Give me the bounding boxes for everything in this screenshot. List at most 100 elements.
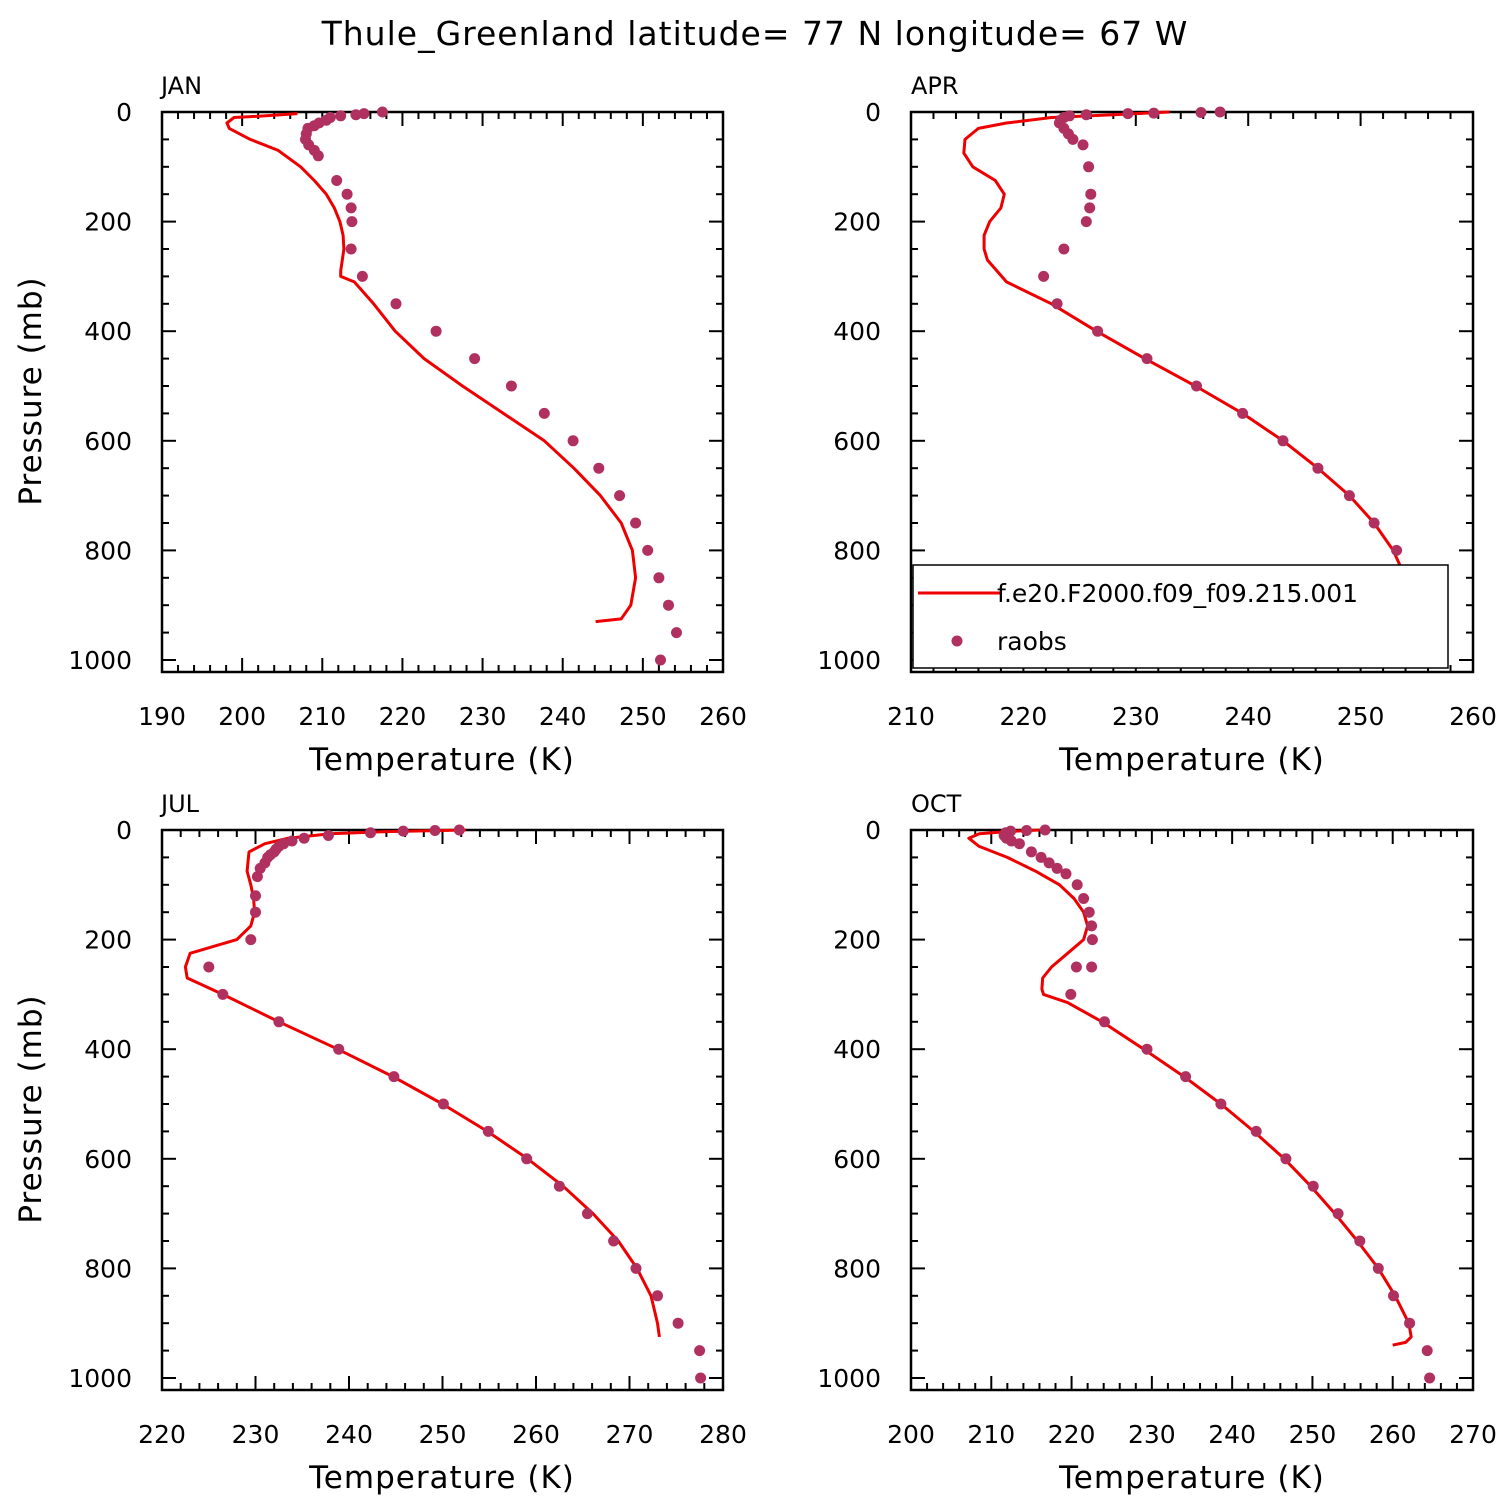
obs-point-oct — [1083, 906, 1095, 918]
obs-point-oct — [1086, 961, 1098, 973]
obs-point-jul — [333, 1043, 345, 1055]
x-tick-label-jan: 240 — [539, 702, 587, 731]
obs-point-jul — [298, 832, 310, 844]
obs-point-jul — [694, 1345, 706, 1357]
obs-point-jul — [365, 827, 376, 839]
obs-point-apr — [1148, 107, 1160, 119]
obs-point-jul — [453, 824, 465, 836]
obs-point-jan — [655, 654, 666, 666]
obs-point-jan — [538, 407, 550, 419]
panel-label-jan: JAN — [159, 72, 202, 100]
obs-point-jan — [593, 462, 605, 474]
x-tick-label-jan: 250 — [619, 702, 667, 731]
y-tick-label-jul: 800 — [84, 1254, 132, 1283]
plot-frame-jan — [160, 110, 725, 674]
x-tick-label-apr: 230 — [1112, 702, 1160, 731]
obs-point-jul — [553, 1180, 565, 1192]
obs-point-oct — [1013, 838, 1025, 850]
obs-point-oct — [1141, 1043, 1153, 1055]
obs-point-jan — [358, 108, 370, 120]
obs-point-jan — [469, 353, 481, 365]
x-tick-label-apr: 210 — [887, 702, 935, 731]
x-tick-label-apr: 250 — [1337, 702, 1385, 731]
obs-point-jul — [217, 988, 229, 1000]
model-line-oct — [967, 828, 1413, 1347]
y-tick-label-oct: 1000 — [817, 1364, 881, 1393]
obs-point-oct — [1051, 862, 1063, 874]
y-tick-label-oct: 400 — [833, 1035, 881, 1064]
legend: f.e20.F2000.f09_f09.215.001 raobs — [912, 564, 1449, 669]
obs-point-jan — [341, 188, 353, 200]
obs-point-apr — [1277, 435, 1289, 447]
x-tick-label-oct: 270 — [1449, 1420, 1497, 1449]
obs-point-apr — [1083, 161, 1095, 173]
obs-point-jan — [356, 270, 368, 282]
obs-point-jul — [608, 1235, 620, 1247]
y-tick-label-oct: 800 — [833, 1254, 881, 1283]
panel-label-jul: JUL — [159, 790, 200, 818]
obs-point-jan — [505, 380, 517, 392]
obs-point-jul — [521, 1153, 533, 1165]
y-tick-label-jul: 200 — [84, 926, 132, 955]
x-tick-label-jul: 260 — [512, 1420, 560, 1449]
x-tick-label-jan: 260 — [699, 702, 747, 731]
x-tick-label-apr: 220 — [1000, 702, 1048, 731]
obs-point-jul — [437, 1098, 449, 1110]
obs-point-jan — [390, 298, 402, 310]
x-axis-title-jul: Temperature (K) — [308, 1460, 575, 1496]
x-tick-label-oct: 240 — [1208, 1420, 1256, 1449]
obs-point-jul — [273, 1016, 285, 1028]
y-tick-label-jan: 1000 — [68, 646, 132, 675]
obs-point-jul — [286, 835, 298, 847]
obs-point-apr — [1077, 139, 1089, 151]
obs-point-jul — [581, 1208, 593, 1220]
obs-point-jan — [350, 109, 362, 121]
obs-point-oct — [1078, 893, 1090, 904]
x-tick-label-jan: 230 — [459, 702, 507, 731]
obs-point-jan — [567, 435, 579, 447]
obs-point-oct — [1180, 1071, 1192, 1083]
obs-point-apr — [1080, 109, 1092, 121]
x-tick-label-jul: 220 — [138, 1420, 186, 1449]
x-tick-label-jan: 190 — [138, 702, 186, 731]
obs-point-oct — [1404, 1317, 1416, 1329]
figure-title: Thule_Greenland latitude= 77 N longitude… — [321, 14, 1189, 53]
x-axis-title-oct: Temperature (K) — [1058, 1460, 1325, 1496]
obs-point-jan — [376, 106, 388, 118]
obs-point-oct — [1071, 879, 1083, 891]
y-tick-label-oct: 200 — [833, 926, 881, 955]
obs-point-apr — [1084, 202, 1096, 214]
obs-point-jan — [614, 490, 626, 502]
obs-point-apr — [1067, 133, 1079, 145]
x-tick-label-jul: 250 — [419, 1420, 467, 1449]
y-tick-label-apr: 600 — [833, 427, 881, 456]
obs-point-oct — [1332, 1208, 1344, 1220]
obs-point-jan — [331, 175, 343, 186]
obs-point-apr — [1080, 216, 1092, 228]
x-tick-label-oct: 250 — [1289, 1420, 1337, 1449]
y-tick-label-apr: 1000 — [817, 646, 881, 675]
obs-point-oct — [1043, 857, 1055, 869]
x-tick-label-jan: 220 — [379, 702, 427, 731]
plot-frame-oct — [909, 828, 1475, 1392]
y-tick-label-jul: 1000 — [68, 1364, 132, 1393]
obs-point-jan — [312, 150, 324, 162]
obs-point-apr — [1051, 298, 1063, 310]
legend-marker-swatch — [951, 635, 963, 647]
plot-frame-jul — [160, 828, 725, 1392]
obs-point-oct — [1280, 1153, 1292, 1165]
obs-point-jul — [672, 1317, 684, 1329]
panel-jul: JUL Temperature (K) Pressure (mb) 220 230… — [13, 790, 747, 1496]
obs-point-jul — [695, 1372, 707, 1384]
y-tick-label-jan: 200 — [84, 208, 132, 237]
obs-point-jul — [245, 934, 257, 946]
y-axis-title-jul: Pressure (mb) — [13, 994, 49, 1223]
x-tick-label-jul: 240 — [325, 1420, 373, 1449]
plot-frame-apr — [909, 110, 1475, 674]
obs-point-jul — [251, 871, 263, 883]
obs-point-oct — [1215, 1098, 1227, 1110]
obs-point-oct — [1250, 1125, 1262, 1137]
x-tick-label-oct: 260 — [1369, 1420, 1417, 1449]
obs-point-oct — [1421, 1345, 1433, 1357]
model-line-apr — [962, 110, 1425, 626]
